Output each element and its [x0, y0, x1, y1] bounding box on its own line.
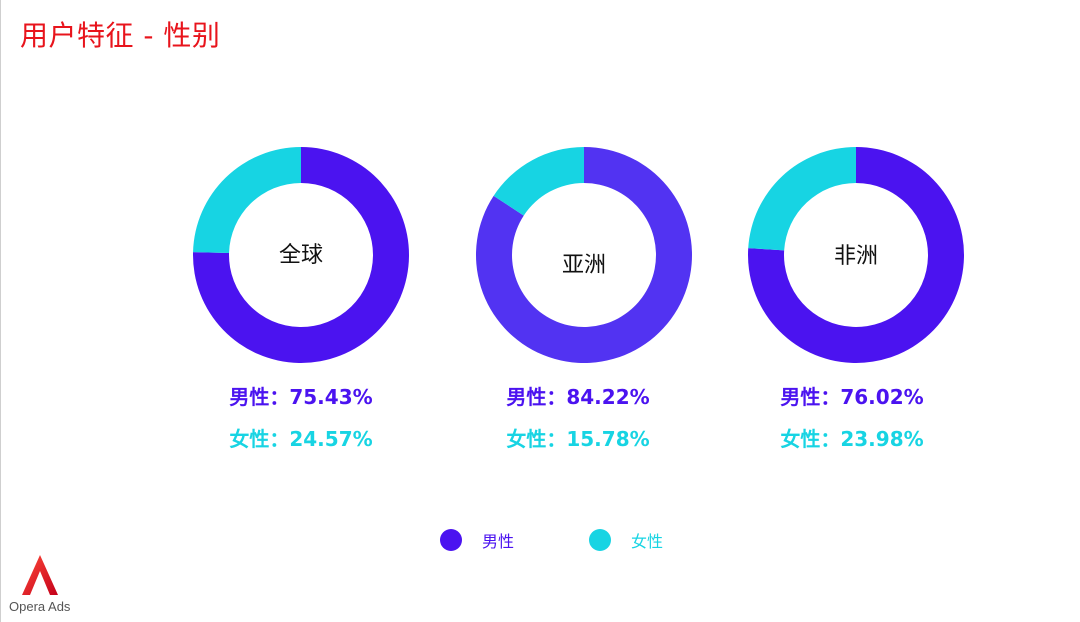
donut-slice-africa-male	[748, 147, 964, 363]
legend-item-male: 男性	[440, 528, 514, 552]
left-border	[0, 0, 1, 622]
legend-label-female: 女性	[631, 532, 664, 551]
legend-item-female: 女性	[589, 528, 663, 552]
donut-svg-africa	[748, 147, 964, 363]
donut-slices-asia	[476, 147, 692, 364]
donut-chart-africa: 非洲	[741, 140, 971, 370]
donut-chart-asia: 亚洲	[469, 140, 699, 370]
donut-slice-africa-female	[748, 147, 856, 251]
donut-slices-global	[193, 147, 409, 363]
female-percentage-global: 女性：24.57%	[229, 427, 373, 451]
female-percentage-africa: 女性：23.98%	[780, 427, 924, 451]
donut-slices-africa	[748, 147, 964, 363]
stats-africa: 男性：76.02% 女性：23.98%	[737, 380, 967, 464]
male-percentage-africa: 男性：76.02%	[780, 385, 924, 409]
donut-chart-global: 全球	[186, 140, 416, 370]
donut-label-africa: 非洲	[833, 244, 878, 269]
chart-legend: 男性 女性	[440, 525, 663, 555]
stats-global: 男性：75.43% 女性：24.57%	[186, 380, 416, 464]
opera-ads-logo-icon	[22, 555, 58, 595]
donut-svg-global	[193, 147, 409, 363]
female-percentage-asia: 女性：15.78%	[506, 427, 650, 451]
donut-label-asia: 亚洲	[561, 253, 606, 278]
male-percentage-global: 男性：75.43%	[229, 385, 373, 409]
stats-asia: 男性：84.22% 女性：15.78%	[463, 380, 693, 464]
legend-swatch-female	[589, 529, 612, 551]
legend-swatch-male	[440, 529, 462, 551]
donut-slice-global-female	[193, 147, 301, 254]
donut-slice-asia-male	[476, 147, 692, 364]
donut-label-global: 全球	[278, 243, 323, 268]
opera-ads-logo-text: Opera Ads	[9, 599, 71, 614]
page-title: 用户特征 - 性别	[20, 19, 221, 52]
male-percentage-asia: 男性：84.22%	[506, 385, 650, 409]
donut-slice-asia-female	[493, 147, 584, 216]
opera-ads-logo: Opera Ads	[6, 553, 84, 619]
donut-svg-asia	[476, 147, 692, 364]
legend-label-male: 男性	[482, 532, 515, 551]
donut-slice-global-male	[193, 147, 409, 363]
